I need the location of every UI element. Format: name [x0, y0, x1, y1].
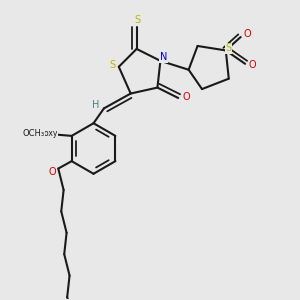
Text: H: H — [92, 100, 99, 110]
Text: methoxy: methoxy — [25, 129, 58, 138]
Text: S: S — [109, 60, 115, 70]
Text: O: O — [49, 167, 56, 177]
Text: O: O — [249, 60, 256, 70]
Text: S: S — [226, 44, 232, 53]
Text: N: N — [160, 52, 167, 62]
Text: S: S — [134, 15, 140, 25]
Text: O: O — [183, 92, 190, 102]
Text: O: O — [243, 29, 251, 39]
Text: OCH₃: OCH₃ — [23, 129, 45, 138]
